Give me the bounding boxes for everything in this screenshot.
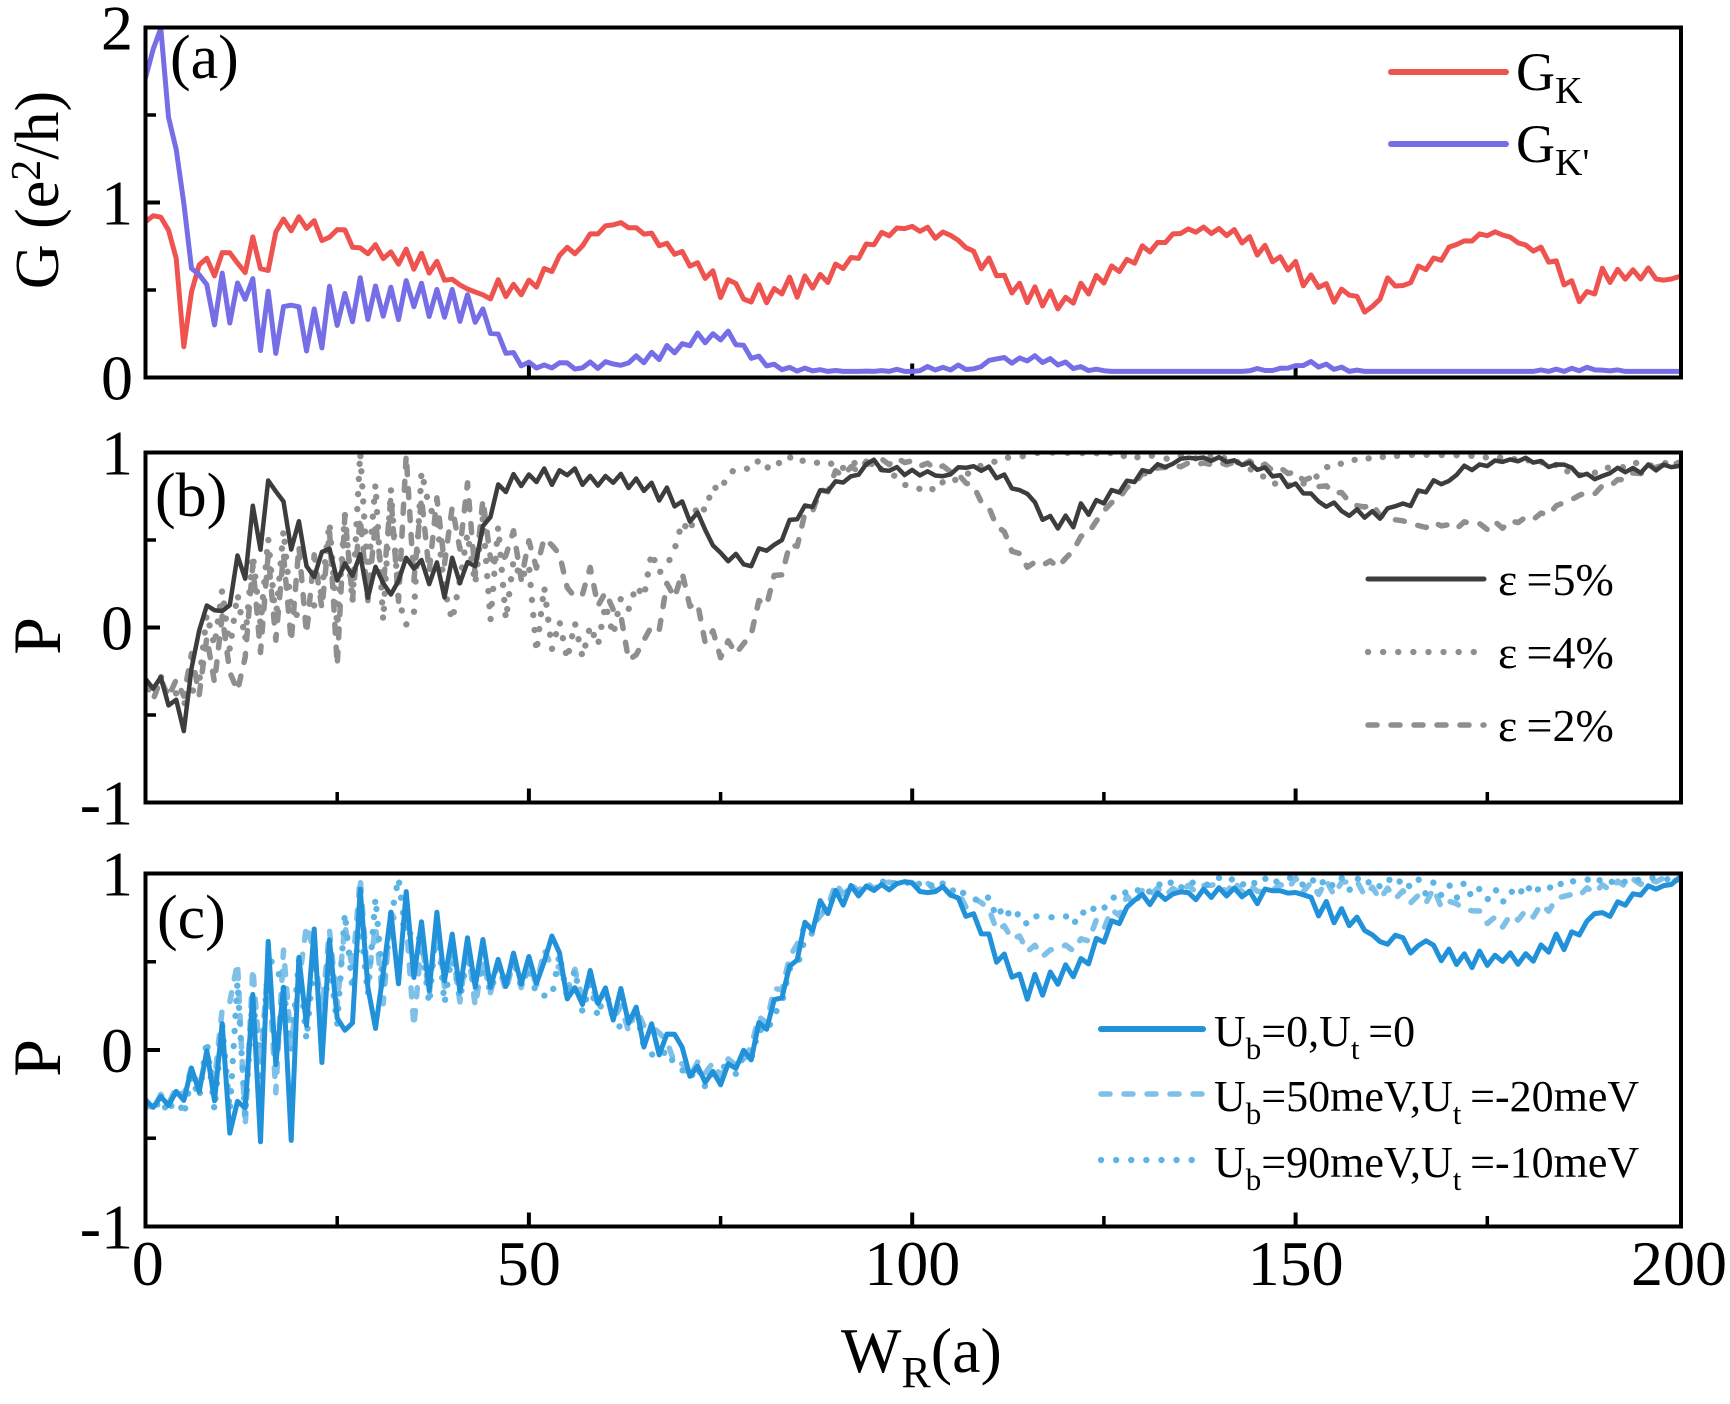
svg-text:ε =4%: ε =4% [1498, 627, 1614, 678]
svg-text:150: 150 [1248, 1228, 1344, 1299]
svg-text:2: 2 [101, 0, 133, 64]
svg-text:1: 1 [101, 418, 133, 489]
svg-text:200: 200 [1631, 1228, 1727, 1299]
svg-text:WR(a): WR(a) [841, 1315, 1002, 1397]
svg-text:(b): (b) [155, 462, 227, 530]
svg-text:1: 1 [101, 168, 133, 239]
svg-text:ε =2%: ε =2% [1498, 700, 1614, 751]
svg-text:(a): (a) [170, 24, 239, 92]
svg-text:-1: -1 [80, 768, 133, 839]
svg-text:0: 0 [101, 1015, 133, 1086]
svg-text:0: 0 [101, 593, 133, 664]
svg-text:0: 0 [101, 343, 133, 414]
svg-text:G (e2/h): G (e2/h) [4, 91, 72, 289]
svg-text:1: 1 [101, 839, 133, 910]
svg-text:P: P [0, 1039, 75, 1077]
svg-text:ε =5%: ε =5% [1498, 554, 1614, 605]
svg-text:-1: -1 [80, 1192, 133, 1263]
svg-text:100: 100 [864, 1228, 960, 1299]
svg-text:(c): (c) [157, 884, 226, 952]
svg-text:50: 50 [497, 1228, 561, 1299]
svg-text:0: 0 [132, 1228, 164, 1299]
svg-text:P: P [0, 617, 75, 655]
